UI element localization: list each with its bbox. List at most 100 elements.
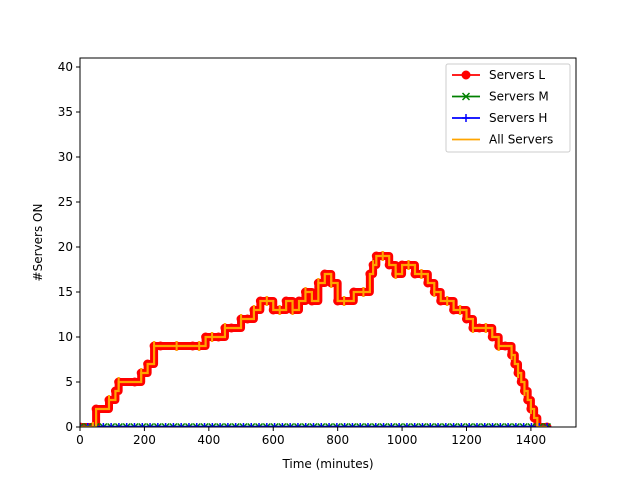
data-point-stroke [141, 422, 147, 427]
data-point-stroke [317, 422, 323, 427]
data-point-stroke [398, 422, 404, 427]
y-tick-label: 20 [58, 240, 73, 254]
plot-frame [79, 57, 577, 428]
data-point-stroke [192, 422, 198, 427]
data-point [169, 422, 178, 427]
legend-swatch-marker-stroke [461, 92, 471, 101]
data-point [457, 422, 466, 427]
x-tick-label: 800 [326, 433, 349, 447]
data-point [496, 423, 505, 427]
data-point-stroke [413, 422, 419, 427]
data-point-stroke [242, 422, 248, 427]
data-point-stroke [247, 422, 253, 427]
data-point-stroke [130, 422, 136, 427]
data-point-stroke [374, 422, 380, 427]
x-tick-label: 0 [76, 433, 84, 447]
data-point-stroke [395, 422, 401, 427]
data-point-stroke [410, 422, 416, 427]
data-point [543, 423, 552, 427]
data-point [504, 423, 513, 427]
data-point-stroke [441, 422, 447, 427]
data-point [449, 422, 458, 427]
data-point-stroke [223, 422, 229, 427]
data-point-stroke [296, 422, 302, 427]
data-point [138, 423, 147, 427]
data-point-stroke [496, 422, 502, 427]
data-point-stroke [262, 422, 268, 427]
data-point [379, 422, 388, 427]
data-point-stroke [488, 422, 494, 427]
data-point [262, 423, 271, 427]
data-point [332, 422, 341, 427]
data-point-stroke [164, 422, 170, 427]
data-point [496, 422, 505, 427]
data-point [504, 422, 513, 427]
data-point [153, 423, 162, 427]
data-point [348, 423, 357, 427]
data-point-stroke [514, 422, 520, 427]
legend-label: Servers L [489, 68, 545, 82]
data-point-stroke [156, 422, 162, 427]
data-point [138, 422, 147, 427]
data-point [208, 422, 217, 427]
data-point [286, 423, 295, 427]
data-point [465, 422, 474, 427]
y-tick-label: 35 [58, 105, 73, 119]
data-point-stroke [340, 422, 346, 427]
data-point-stroke [148, 422, 155, 427]
data-point [480, 422, 489, 427]
data-point-stroke [405, 422, 411, 427]
x-tick-label: 400 [197, 433, 220, 447]
data-point [480, 423, 489, 427]
series-all-servers [80, 251, 548, 427]
y-tick-label: 30 [58, 150, 73, 164]
data-point-stroke [117, 422, 123, 427]
data-point [519, 423, 528, 427]
y-tick-label: 0 [65, 420, 73, 434]
data-point [169, 423, 178, 427]
data-point [527, 423, 536, 427]
data-point-stroke [86, 422, 92, 427]
data-point-stroke [281, 422, 287, 427]
series-layer [80, 251, 552, 427]
data-point [511, 423, 520, 427]
data-point-stroke [444, 422, 450, 427]
data-point-stroke [421, 422, 427, 427]
data-point [239, 423, 248, 427]
data-point-stroke [293, 422, 300, 427]
x-axis-ticks: 0 200 400 600 800 1000 1200 1400 [76, 427, 546, 447]
data-point-stroke [114, 422, 120, 427]
data-point [99, 422, 108, 427]
data-point [216, 422, 225, 427]
data-point-stroke [146, 422, 152, 427]
data-point [293, 422, 302, 427]
data-point [114, 422, 123, 427]
data-point-stroke [254, 422, 261, 427]
data-point-stroke [499, 422, 505, 427]
data-point [348, 422, 357, 427]
legend-swatch-marker [461, 70, 471, 80]
x-tick-label: 1200 [451, 433, 482, 447]
data-point [449, 423, 458, 427]
data-point [286, 422, 295, 427]
series-servers-m [80, 422, 552, 427]
legend-item: Servers H [452, 111, 547, 125]
data-point [356, 423, 365, 427]
data-point [317, 423, 326, 427]
data-point [488, 422, 497, 427]
data-point-stroke [83, 422, 89, 427]
data-point [317, 422, 326, 427]
data-point-stroke [211, 422, 217, 427]
data-point-stroke [161, 422, 167, 427]
data-point [325, 423, 334, 427]
data-point [511, 422, 520, 427]
y-tick-label: 15 [58, 285, 73, 299]
data-point-stroke [320, 422, 326, 427]
data-point [434, 422, 443, 427]
x-tick-label: 600 [262, 433, 285, 447]
data-point-stroke [480, 422, 486, 427]
data-point-stroke [270, 422, 276, 427]
data-point [418, 423, 427, 427]
data-point-stroke [80, 422, 85, 427]
data-point [83, 423, 92, 427]
